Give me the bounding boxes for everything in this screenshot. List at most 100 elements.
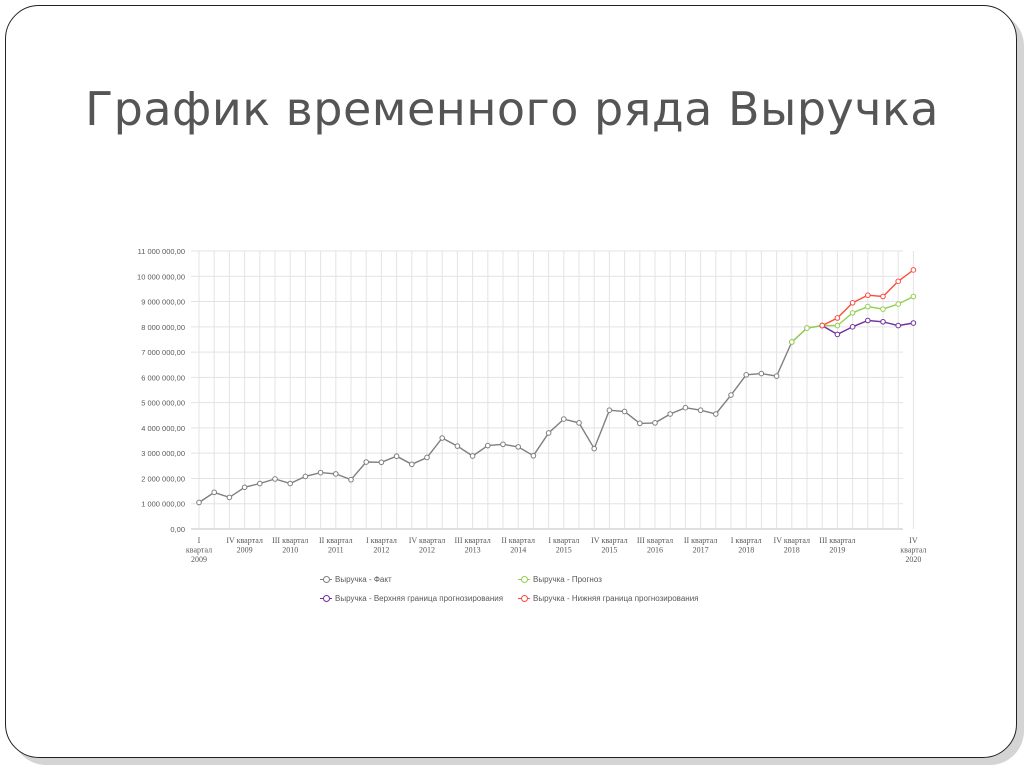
legend-marker-upper-bound <box>320 595 332 602</box>
legend-item-forecast: Выручка - Прогноз <box>518 575 602 584</box>
series-point-1 <box>880 306 886 312</box>
y-tick-label: 11 000 000,00 <box>138 247 185 256</box>
legend-item-lower-bound: Выручка - Нижняя граница прогнозирования <box>518 594 699 603</box>
legend-label-fact: Выручка - Факт <box>335 575 392 584</box>
series-point-0 <box>485 442 491 449</box>
series-point-0 <box>241 484 248 491</box>
x-tick-label: IV квартал 2009 <box>226 536 263 555</box>
legend-label-forecast: Выручка - Прогноз <box>533 575 602 584</box>
series-point-0 <box>621 408 628 415</box>
x-tick-label: II квартал 2014 <box>501 536 535 555</box>
legend-marker-forecast <box>518 576 530 583</box>
series-point-0 <box>545 430 552 436</box>
series-point-2 <box>865 317 871 324</box>
series-point-0 <box>454 443 461 449</box>
y-tick-label: 8 000 000,00 <box>141 323 185 332</box>
series-point-0 <box>393 453 400 460</box>
series-point-0 <box>515 444 522 450</box>
legend-label-upper-bound: Выручка - Верхняя граница прогнозировани… <box>335 594 504 603</box>
y-tick-label: 7 000 000,00 <box>141 348 185 357</box>
series-point-1 <box>834 322 841 329</box>
series-point-0 <box>348 476 354 483</box>
x-tick-label: III квартал 2010 <box>272 536 308 555</box>
series-point-2 <box>849 324 856 330</box>
series-point-0 <box>697 407 704 414</box>
slide-title: График временного ряда Выручка <box>85 82 939 136</box>
series-point-1 <box>789 339 795 345</box>
series-point-0 <box>713 411 719 417</box>
series-point-0 <box>561 416 567 422</box>
legend-label-lower-bound: Выручка - Нижняя граница прогнозирования <box>533 594 699 603</box>
y-tick-label: 5 000 000,00 <box>141 399 185 408</box>
slide-frame <box>5 5 1017 758</box>
series-point-0 <box>637 420 643 427</box>
series-point-0 <box>469 453 476 459</box>
x-tick-label: III квартал 2013 <box>454 536 490 555</box>
series-point-0 <box>424 454 430 461</box>
series-point-0 <box>591 445 598 452</box>
series-point-1 <box>895 301 902 307</box>
series-point-0 <box>333 471 339 477</box>
series-point-0 <box>530 452 537 459</box>
series-point-3 <box>910 267 917 273</box>
x-tick-label: IV квартал 2018 <box>774 536 811 555</box>
series-point-3 <box>865 292 871 299</box>
x-tick-label: III квартал 2016 <box>637 536 673 555</box>
series-point-0 <box>652 420 658 426</box>
x-tick-label: I квартал 2015 <box>548 536 579 555</box>
series-point-0 <box>758 370 765 377</box>
y-tick-label: 9 000 000,00 <box>141 298 185 307</box>
x-tick-label: II квартал 2011 <box>319 536 353 555</box>
series-point-0 <box>500 441 506 448</box>
x-tick-label: IV квартал 2015 <box>591 536 628 555</box>
series-point-3 <box>834 315 841 321</box>
series-point-0 <box>743 372 750 378</box>
legend-marker-lower-bound <box>518 595 530 602</box>
y-tick-label: 4 000 000,00 <box>141 424 185 433</box>
y-tick-label: 3 000 000,00 <box>141 449 185 458</box>
series-point-0 <box>409 461 415 468</box>
x-tick-label: I квартал 2012 <box>366 536 397 555</box>
series-point-1 <box>910 293 917 300</box>
series-point-0 <box>363 459 370 465</box>
series-point-0 <box>226 494 233 501</box>
y-tick-label: 1 000 000,00 <box>141 500 185 509</box>
series-point-1 <box>804 325 810 331</box>
legend-marker-fact <box>320 576 332 583</box>
series-point-0 <box>378 459 385 466</box>
series-point-1 <box>865 303 871 310</box>
series-point-2 <box>880 318 886 325</box>
x-tick-label: IV квартал 2012 <box>409 536 446 555</box>
series-point-0 <box>196 499 202 506</box>
series-point-0 <box>439 435 446 441</box>
series-point-3 <box>880 293 886 300</box>
y-tick-label: 10 000 000,00 <box>137 272 185 281</box>
series-point-2 <box>895 322 902 329</box>
series-point-0 <box>287 480 294 487</box>
y-tick-label: 6 000 000,00 <box>141 373 185 382</box>
x-tick-label: III квартал 2019 <box>819 536 855 555</box>
series-point-0 <box>773 373 780 379</box>
legend-item-upper-bound: Выручка - Верхняя граница прогнозировани… <box>320 594 503 603</box>
series-point-0 <box>317 469 324 476</box>
series-point-3 <box>895 278 902 285</box>
x-tick-label: IV квартал 2020 <box>900 536 926 564</box>
series-point-0 <box>272 476 278 482</box>
series-point-1 <box>849 310 856 316</box>
series-point-0 <box>257 480 263 487</box>
series-point-0 <box>606 407 613 414</box>
y-tick-label: 0,00 <box>170 525 185 534</box>
x-tick-label: I квартал 2018 <box>731 536 762 555</box>
x-tick-label: II квартал 2017 <box>684 536 718 555</box>
series-point-0 <box>667 411 674 417</box>
series-point-0 <box>576 420 582 426</box>
series-point-0 <box>211 489 217 496</box>
series-point-3 <box>819 322 826 329</box>
series-point-0 <box>682 404 689 411</box>
series-point-2 <box>910 320 917 326</box>
y-tick-label: 2 000 000,00 <box>141 474 185 483</box>
series-point-2 <box>834 331 841 338</box>
series-point-0 <box>302 473 309 480</box>
